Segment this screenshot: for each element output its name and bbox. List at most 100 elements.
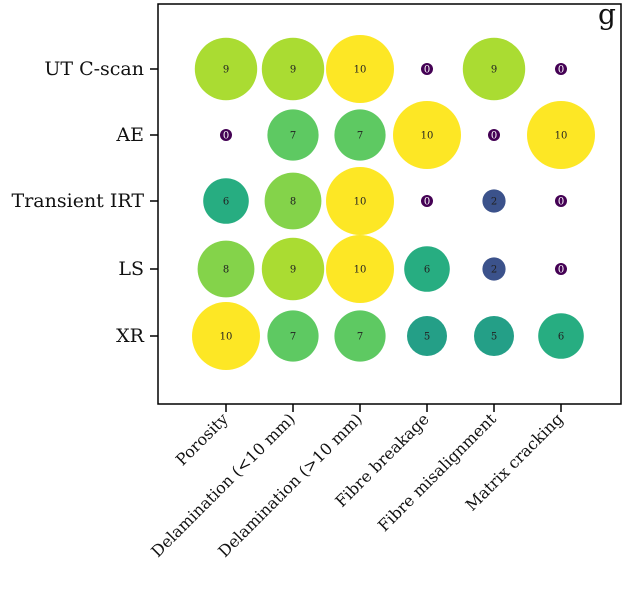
bubble: 0 xyxy=(488,129,500,142)
bubble: 10 xyxy=(326,35,394,103)
bubble-value-label: 8 xyxy=(290,197,296,208)
bubble: 5 xyxy=(407,316,447,356)
x-tick-label: Porosity xyxy=(172,409,232,469)
bubble: 7 xyxy=(334,109,386,161)
bubble-mark xyxy=(261,37,325,101)
bubble-value-label: 0 xyxy=(424,197,430,208)
bubble: 10 xyxy=(326,235,394,303)
bubble-mark xyxy=(261,237,325,301)
bubble-mark xyxy=(267,109,319,161)
bubble-value-label: 0 xyxy=(223,131,229,142)
bubble-value-label: 0 xyxy=(491,131,497,142)
bubble-value-label: 5 xyxy=(424,332,430,343)
bubble-value-label: 9 xyxy=(491,65,497,76)
bubble: 7 xyxy=(334,310,386,362)
bubble-value-label: 7 xyxy=(290,131,296,142)
bubble-mark xyxy=(538,313,584,359)
bubble-value-label: 9 xyxy=(223,65,229,76)
bubble-mark xyxy=(267,310,319,362)
bubble-mark xyxy=(488,129,500,141)
bubble-value-label: 10 xyxy=(555,131,568,142)
bubble: 6 xyxy=(404,246,450,292)
bubble-value-label: 8 xyxy=(223,265,229,276)
bubble-mark xyxy=(203,178,249,224)
bubble-mark xyxy=(220,129,232,141)
bubble: 9 xyxy=(261,237,325,301)
bubble: 6 xyxy=(203,178,249,224)
y-tick-label: LS xyxy=(118,258,144,280)
bubble-mark xyxy=(555,63,567,75)
bubble: 10 xyxy=(326,167,394,235)
bubble: 0 xyxy=(421,195,433,208)
bubble-mark xyxy=(421,63,433,75)
bubble-mark xyxy=(197,240,255,298)
bubble: 6 xyxy=(538,313,584,359)
bubble: 0 xyxy=(555,63,567,76)
bubble-value-label: 6 xyxy=(223,197,229,208)
y-tick-label: Transient IRT xyxy=(12,190,145,212)
bubble-mark xyxy=(555,195,567,207)
bubble-value-label: 6 xyxy=(558,332,564,343)
bubble-value-label: 10 xyxy=(354,65,367,76)
bubble-mark xyxy=(407,316,447,356)
bubble: 9 xyxy=(194,37,258,101)
bubble-value-label: 10 xyxy=(220,332,233,343)
y-tick-label: XR xyxy=(116,325,145,347)
x-tick-label: Fibre misalignment xyxy=(374,409,500,535)
y-axis: UT C-scan AE Transient IRT LS XR xyxy=(12,58,158,347)
bubbles: 9 9 10 0 9 0 0 7 7 10 0 10 6 8 10 0 2 0 8 9 10 6 2 0 10 7 7 5 5 6 xyxy=(192,35,595,370)
bubble: 2 xyxy=(482,189,506,213)
bubble-mark xyxy=(264,172,322,230)
bubble: 10 xyxy=(393,101,461,169)
bubble-value-label: 0 xyxy=(424,65,430,76)
bubble-mark xyxy=(474,316,514,356)
bubble: 5 xyxy=(474,316,514,356)
bubble-value-label: 9 xyxy=(290,265,296,276)
bubble-value-label: 10 xyxy=(421,131,434,142)
bubble-value-label: 0 xyxy=(558,265,564,276)
bubble-value-label: 7 xyxy=(357,131,363,142)
bubble-mark xyxy=(393,101,461,169)
bubble-value-label: 10 xyxy=(354,197,367,208)
bubble-mark xyxy=(482,257,506,281)
bubble-mark xyxy=(462,37,526,101)
bubble-mark xyxy=(334,310,386,362)
bubble-mark xyxy=(404,246,450,292)
bubble-mark xyxy=(421,195,433,207)
bubble: 9 xyxy=(462,37,526,101)
bubble: 9 xyxy=(261,37,325,101)
bubble-value-label: 9 xyxy=(290,65,296,76)
bubble: 0 xyxy=(555,195,567,208)
bubble: 0 xyxy=(220,129,232,142)
bubble-mark xyxy=(334,109,386,161)
bubble: 8 xyxy=(197,240,255,298)
bubble-value-label: 0 xyxy=(558,197,564,208)
bubble-value-label: 0 xyxy=(558,65,564,76)
bubble-mark xyxy=(326,235,394,303)
y-tick-label: AE xyxy=(115,124,144,146)
bubble: 8 xyxy=(264,172,322,230)
bubble-mark xyxy=(326,167,394,235)
bubble-mark xyxy=(192,302,260,370)
bubble-mark xyxy=(527,101,595,169)
bubble: 7 xyxy=(267,109,319,161)
bubble-value-label: 7 xyxy=(357,332,363,343)
plot-frame xyxy=(157,3,622,405)
bubble-value-label: 5 xyxy=(491,332,497,343)
bubble: 10 xyxy=(192,302,260,370)
bubble-value-label: 2 xyxy=(491,265,497,276)
bubble-mark xyxy=(482,189,506,213)
bubble-value-label: 2 xyxy=(491,197,497,208)
bubble-value-label: 7 xyxy=(290,332,296,343)
bubble: 0 xyxy=(555,263,567,276)
bubble-mark xyxy=(555,263,567,275)
chart-title-fragment: g xyxy=(598,0,616,31)
bubble: 2 xyxy=(482,257,506,281)
bubble-value-label: 6 xyxy=(424,265,430,276)
bubble: 7 xyxy=(267,310,319,362)
bubble: 0 xyxy=(421,63,433,76)
bubble: 10 xyxy=(527,101,595,169)
y-tick-label: UT C-scan xyxy=(44,58,144,80)
